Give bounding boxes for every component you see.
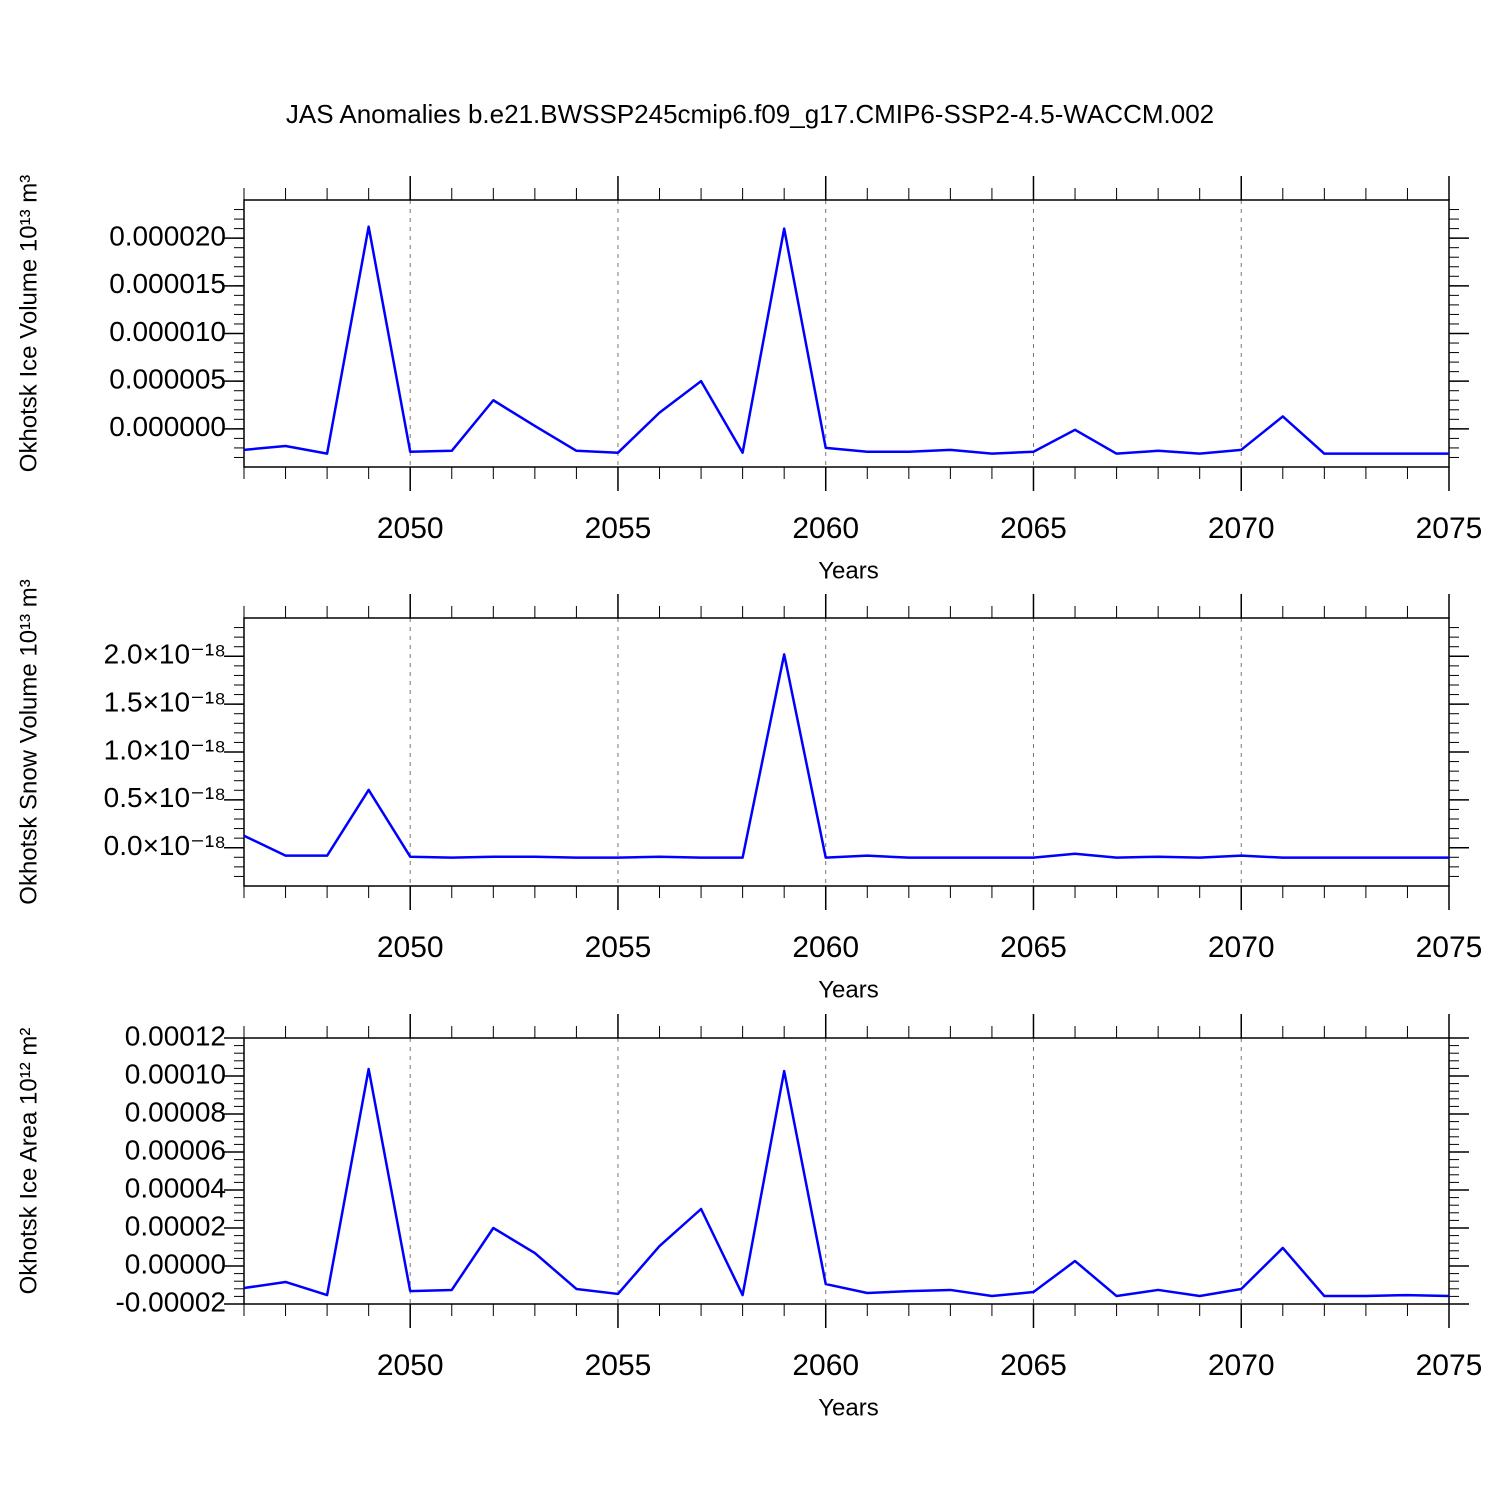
x-tick-label: 2070 [1208, 931, 1275, 964]
x-tick-label: 2060 [792, 1349, 859, 1382]
x-tick-label: 2065 [1000, 512, 1067, 545]
y-tick-label: 1.5×10⁻¹⁸ [104, 687, 226, 718]
x-axis-title: Years [818, 557, 879, 584]
x-tick-label: 2060 [792, 512, 859, 545]
y-tick-label: 2.0×10⁻¹⁸ [104, 639, 226, 670]
x-tick-label: 2050 [377, 1349, 444, 1382]
plot-frame [243, 617, 1450, 887]
x-axis-title: Years [818, 1394, 879, 1421]
x-tick-label: 2070 [1208, 1349, 1275, 1382]
x-tick-label: 2065 [1000, 931, 1067, 964]
x-tick-label: 2070 [1208, 512, 1275, 545]
x-tick-label: 2055 [585, 512, 652, 545]
x-tick-label: 2060 [792, 931, 859, 964]
data-line [243, 653, 1449, 859]
y-axis-title: Okhotsk Ice Volume 10¹³ m³ [15, 175, 42, 472]
y-tick-label: 0.00004 [125, 1172, 226, 1203]
y-tick-label: 0.00000 [125, 1248, 226, 1279]
y-tick-label: 0.000015 [109, 268, 226, 299]
data-line [243, 1067, 1450, 1298]
chart-title: JAS Anomalies b.e21.BWSSP245cmip6.f09_g1… [286, 99, 1214, 129]
x-axis-title: Years [818, 976, 879, 1003]
y-tick-label: -0.00002 [115, 1286, 226, 1317]
y-tick-label: 0.00002 [125, 1210, 226, 1241]
x-tick-label: 2065 [1000, 1349, 1067, 1382]
y-tick-label: 0.000010 [109, 316, 226, 347]
y-tick-label: 0.00006 [125, 1134, 226, 1165]
y-tick-label: 0.00008 [125, 1096, 226, 1127]
y-tick-label: 0.00010 [125, 1058, 226, 1089]
y-tick-label: 0.5×10⁻¹⁸ [104, 782, 226, 813]
x-tick-label: 2050 [377, 512, 444, 545]
x-tick-label: 2050 [377, 931, 444, 964]
plot-frame [243, 1037, 1450, 1305]
plot-frame [243, 199, 1450, 468]
x-tick-label: 2055 [585, 931, 652, 964]
x-tick-label: 2075 [1416, 512, 1483, 545]
y-axis-title: Okhotsk Snow Volume 10¹³ m³ [15, 579, 42, 904]
y-tick-label: 0.000020 [109, 221, 226, 252]
y-tick-label: 0.000000 [109, 411, 226, 442]
y-tick-label: 0.000005 [109, 364, 226, 395]
y-tick-label: 1.0×10⁻¹⁸ [104, 734, 226, 765]
y-axis-title: Okhotsk Ice Area 10¹² m² [15, 1028, 42, 1295]
y-tick-label: 0.00012 [125, 1020, 226, 1051]
x-tick-label: 2075 [1416, 931, 1483, 964]
x-tick-label: 2075 [1416, 1349, 1483, 1382]
data-line [243, 225, 1449, 455]
x-tick-label: 2055 [585, 1349, 652, 1382]
y-tick-label: 0.0×10⁻¹⁸ [104, 830, 226, 861]
